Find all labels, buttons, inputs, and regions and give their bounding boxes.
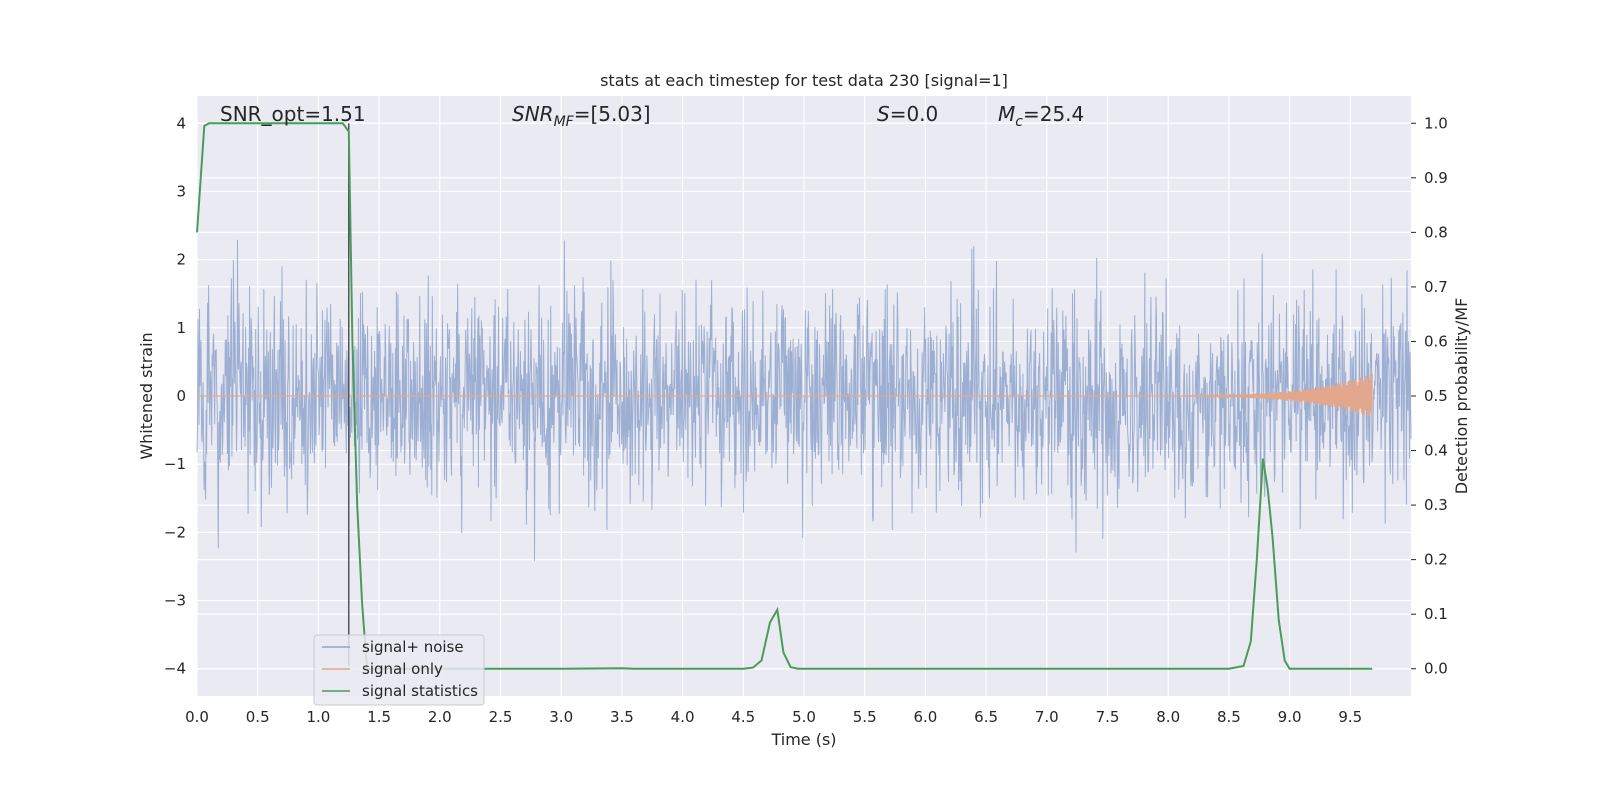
x-tick-label: 6.5 [974,708,998,726]
y-axis-right-ticks: 0.0 0.1 0.2 0.3 0.4 0.5 0.6 0.7 0.8 0.9 1.0 [1411,114,1448,678]
x-tick-label: 7.0 [1035,708,1059,726]
signal-noise-line [196,239,1412,561]
annotation-snr-mf-sub: MF [554,114,575,130]
annotation-s-main: S [877,102,890,126]
y-right-tick-label: 0.7 [1424,278,1448,296]
y-left-tick-label: 1 [176,319,186,337]
y-left-tick-label: 2 [176,251,186,269]
x-tick-label: 3.0 [549,708,573,726]
x-tick-label: 8.5 [1217,708,1241,726]
x-tick-label: 5.0 [792,708,816,726]
x-tick-label: 1.5 [367,708,391,726]
x-tick-label: 9.0 [1278,708,1302,726]
x-tick-label: 7.5 [1096,708,1120,726]
y-right-tick-label: 0.6 [1424,332,1448,350]
annotation-snr-mf: SNRMF=[5.03] [512,102,651,130]
legend-label-signal-only: signal only [362,660,443,678]
legend-label-signal-noise: signal+ noise [362,638,464,656]
y-axis-right-label: Detection probability/MF [1452,298,1471,495]
chart-title: stats at each timestep for test data 230… [600,71,1008,90]
legend-label-signal-statistics: signal statistics [362,682,478,700]
annotation-mc: Mc=25.4 [998,102,1084,130]
x-tick-label: 3.5 [610,708,634,726]
legend: signal+ noise signal only signal statist… [313,634,485,706]
x-tick-label: 4.0 [671,708,695,726]
x-tick-label: 4.5 [731,708,755,726]
y-right-tick-label: 0.5 [1424,387,1448,405]
y-left-tick-label: 0 [176,387,186,405]
y-left-tick-label: −2 [164,523,186,541]
annotation-mc-value: =25.4 [1023,102,1084,126]
y-right-tick-label: 0.4 [1424,442,1448,460]
y-left-tick-label: −4 [164,660,186,678]
annotation-s: S=0.0 [877,102,938,126]
annotation-mc-sub: c [1015,114,1023,130]
legend-box [313,634,485,706]
x-tick-label: 5.5 [853,708,877,726]
y-left-tick-label: 4 [176,114,186,132]
annotation-mc-main: M [998,102,1015,126]
y-right-tick-label: 1.0 [1424,114,1448,132]
x-tick-label: 2.0 [428,708,452,726]
annotation-snr-mf-value: =[5.03] [574,102,651,126]
annotation-snr-opt: SNR_opt=1.51 [220,102,366,126]
y-left-tick-label: −1 [164,455,186,473]
y-right-tick-label: 0.9 [1424,169,1448,187]
y-right-tick-label: 0.3 [1424,496,1448,514]
y-right-tick-label: 0.2 [1424,551,1448,569]
annotation-s-value: =0.0 [890,102,939,126]
y-right-tick-label: 0.1 [1424,605,1448,623]
y-right-tick-label: 0.0 [1424,660,1448,678]
y-right-tick-label: 0.8 [1424,223,1448,241]
y-left-tick-label: −3 [164,592,186,610]
x-tick-label: 0.5 [246,708,270,726]
signal-statistics-line [196,122,1373,670]
y-axis-left-ticks: −4 −3 −2 −1 0 1 2 3 4 [164,114,186,677]
signal-only-line [1107,373,1373,418]
x-tick-label: 2.5 [489,708,513,726]
annotation-snr-mf-main: SNR [512,102,554,126]
signal-noise-series [196,239,1412,561]
x-axis-label: Time (s) [770,730,836,749]
y-left-tick-label: 3 [176,182,186,200]
x-tick-label: 8.0 [1156,708,1180,726]
x-tick-label: 0.0 [185,708,209,726]
x-tick-label: 1.0 [306,708,330,726]
y-axis-left-label: Whitened strain [137,332,156,459]
signal-statistics-series [196,122,1373,670]
x-tick-label: 9.5 [1338,708,1362,726]
x-tick-label: 6.0 [913,708,937,726]
x-axis-ticks: 0.0 0.5 1.0 1.5 2.0 2.5 3.0 3.5 4.0 4.5 5.0 5.5 6.0 6… [185,708,1362,726]
